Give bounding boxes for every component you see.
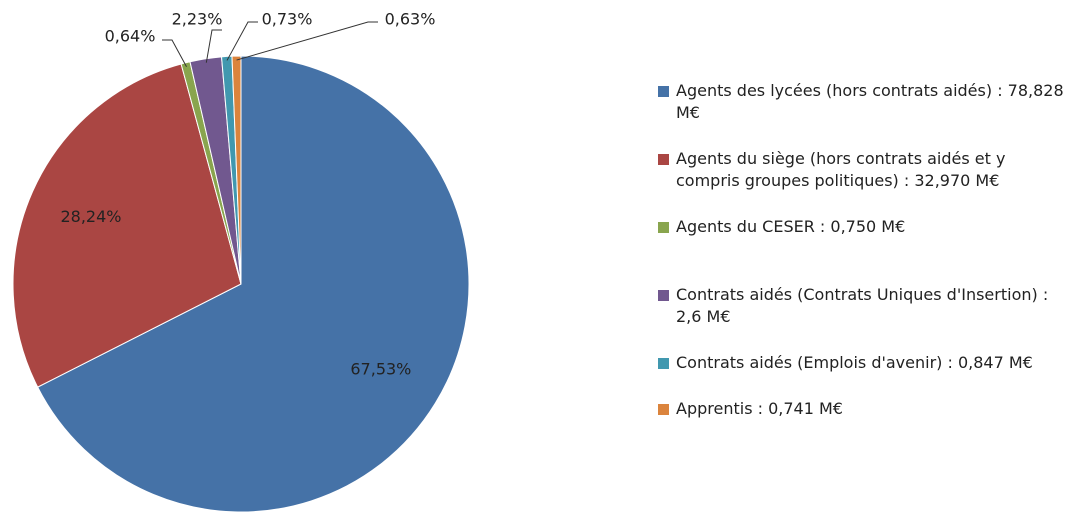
legend-label: Contrats aidés (Contrats Uniques d'Inser…: [676, 285, 1049, 326]
legend-item: Agents du siège (hors contrats aidés et …: [658, 148, 1068, 192]
leader-line: [236, 21, 378, 61]
legend: Agents des lycées (hors contrats aidés) …: [658, 80, 1068, 420]
legend-label: Agents du siège (hors contrats aidés et …: [676, 149, 1006, 190]
pie-slice: [12, 63, 242, 388]
legend-item: Contrats aidés (Emplois d'avenir) : 0,84…: [658, 352, 1068, 374]
legend-item: Apprentis : 0,741 M€: [658, 398, 1068, 420]
pie-slice: [231, 55, 242, 285]
leader-line: [205, 29, 222, 63]
legend-label: Agents du CESER : 0,750 M€: [676, 217, 906, 236]
legend-swatch: [658, 358, 669, 369]
data-label: 2,23%: [172, 10, 223, 29]
legend-item: Agents des lycées (hors contrats aidés) …: [658, 80, 1068, 124]
legend-item: Contrats aidés (Contrats Uniques d'Inser…: [658, 284, 1068, 328]
legend-item: Agents du CESER : 0,750 M€: [658, 216, 1068, 238]
leader-line: [226, 21, 258, 61]
legend-swatch: [658, 222, 669, 233]
data-label: 0,64%: [105, 27, 156, 46]
legend-swatch: [658, 86, 669, 97]
legend-label: Contrats aidés (Emplois d'avenir) : 0,84…: [676, 353, 1033, 372]
legend-swatch: [658, 154, 669, 165]
data-label: 28,24%: [60, 207, 121, 226]
chart: 67,53% 28,24% 0,64% 2,23% 0,73% 0,63%: [12, 10, 470, 512]
data-label: 0,73%: [262, 10, 313, 29]
legend-label: Agents des lycées (hors contrats aidés) …: [676, 81, 1064, 122]
legend-label: Apprentis : 0,741 M€: [676, 399, 843, 418]
data-label: 0,63%: [385, 10, 436, 29]
legend-swatch: [658, 404, 669, 415]
data-label: 67,53%: [350, 359, 411, 378]
pie-slice: [36, 55, 470, 512]
legend-swatch: [658, 290, 669, 301]
leader-line: [162, 39, 187, 67]
